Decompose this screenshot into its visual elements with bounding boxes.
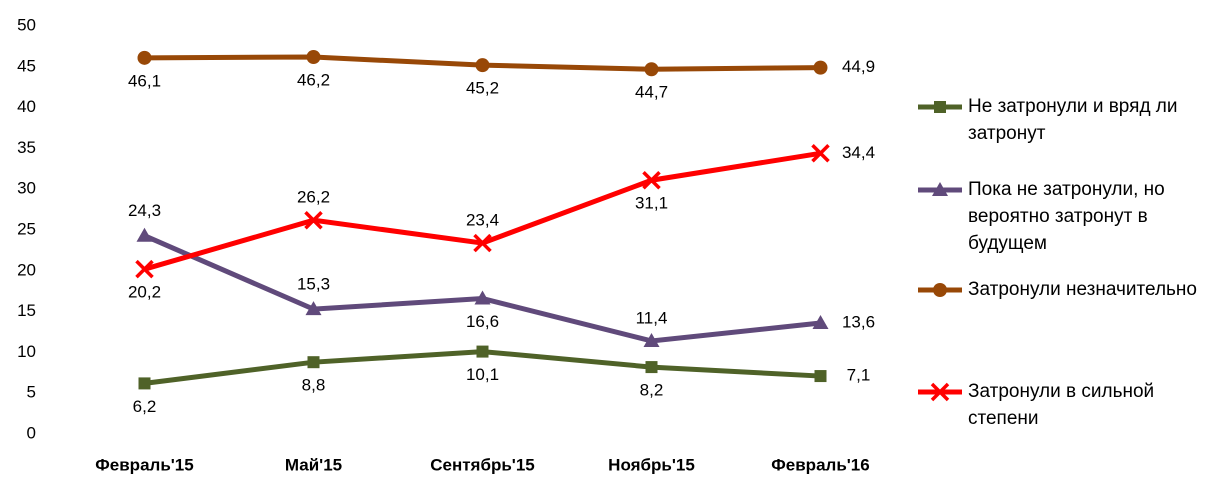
- marker: [643, 332, 660, 347]
- marker: [645, 361, 658, 374]
- legend-label: Затронули в сильной степени: [968, 381, 1155, 429]
- data-label: 44,9: [842, 57, 875, 76]
- data-label: 34,4: [842, 143, 875, 162]
- marker: [307, 356, 320, 369]
- data-label: 44,7: [635, 83, 668, 102]
- x-tick-label: Февраль'15: [95, 455, 193, 474]
- data-label: 31,1: [635, 194, 668, 213]
- x-tick-label: Май'15: [285, 455, 342, 474]
- marker: [136, 227, 153, 242]
- legend-label: Пока не затронули, но вероятно затронут …: [968, 179, 1165, 254]
- data-label: 46,2: [297, 70, 330, 89]
- y-tick-label: 5: [27, 383, 36, 402]
- data-label: 45,2: [466, 79, 499, 98]
- data-label: 46,1: [128, 71, 161, 90]
- marker: [475, 58, 490, 73]
- data-label: 23,4: [466, 211, 499, 230]
- marker: [812, 315, 829, 330]
- marker: [304, 210, 323, 230]
- y-tick-label: 40: [17, 97, 36, 116]
- marker: [474, 290, 491, 305]
- marker: [814, 370, 827, 383]
- marker: [138, 377, 151, 390]
- legend-marker: [930, 382, 950, 402]
- legend-label: Затронули незначительно: [968, 279, 1197, 300]
- y-tick-label: 25: [17, 219, 36, 238]
- x-tick-label: Ноябрь'15: [608, 455, 695, 474]
- data-label: 10,1: [466, 365, 499, 384]
- series: 24,3 15,3 16,6 11,4 13,6: [128, 201, 875, 347]
- legend-marker: [934, 101, 946, 113]
- marker: [137, 50, 152, 65]
- marker: [813, 60, 828, 75]
- series: 20,2 26,2 23,4 31,1 34,4: [128, 143, 875, 302]
- series: 6,2 8,8 10,1 8,2 7,1: [133, 345, 871, 416]
- marker: [305, 301, 322, 316]
- marker: [135, 259, 154, 279]
- data-label: 7,1: [847, 366, 871, 385]
- y-tick-label: 20: [17, 260, 36, 279]
- data-label: 8,8: [302, 376, 326, 395]
- y-tick-label: 15: [17, 301, 36, 320]
- marker: [811, 144, 830, 163]
- legend-marker: [933, 283, 947, 297]
- data-label: 13,6: [842, 313, 875, 332]
- marker: [473, 233, 492, 253]
- data-label: 15,3: [297, 275, 330, 294]
- legend-label: Не затронули и вряд ли затронут: [968, 96, 1178, 144]
- data-label: 8,2: [640, 381, 664, 400]
- data-label: 16,6: [466, 312, 499, 331]
- legend-marker: [932, 182, 948, 196]
- marker: [644, 62, 659, 77]
- data-label: 26,2: [297, 188, 330, 207]
- marker: [642, 170, 661, 190]
- marker: [306, 50, 321, 65]
- x-tick-label: Сентябрь'15: [430, 455, 535, 474]
- y-tick-label: 10: [17, 342, 36, 361]
- y-tick-label: 45: [17, 56, 36, 75]
- y-tick-label: 0: [27, 423, 36, 442]
- y-tick-label: 35: [17, 138, 36, 157]
- data-label: 24,3: [128, 201, 161, 220]
- y-tick-label: 50: [17, 15, 36, 34]
- x-tick-label: Февраль'16: [771, 455, 869, 474]
- data-label: 20,2: [128, 283, 161, 302]
- y-tick-label: 30: [17, 179, 36, 198]
- series: 46,1 46,2 45,2 44,7 44,9: [128, 50, 875, 102]
- marker: [476, 345, 489, 358]
- data-label: 6,2: [133, 397, 157, 416]
- data-label: 11,4: [636, 308, 668, 327]
